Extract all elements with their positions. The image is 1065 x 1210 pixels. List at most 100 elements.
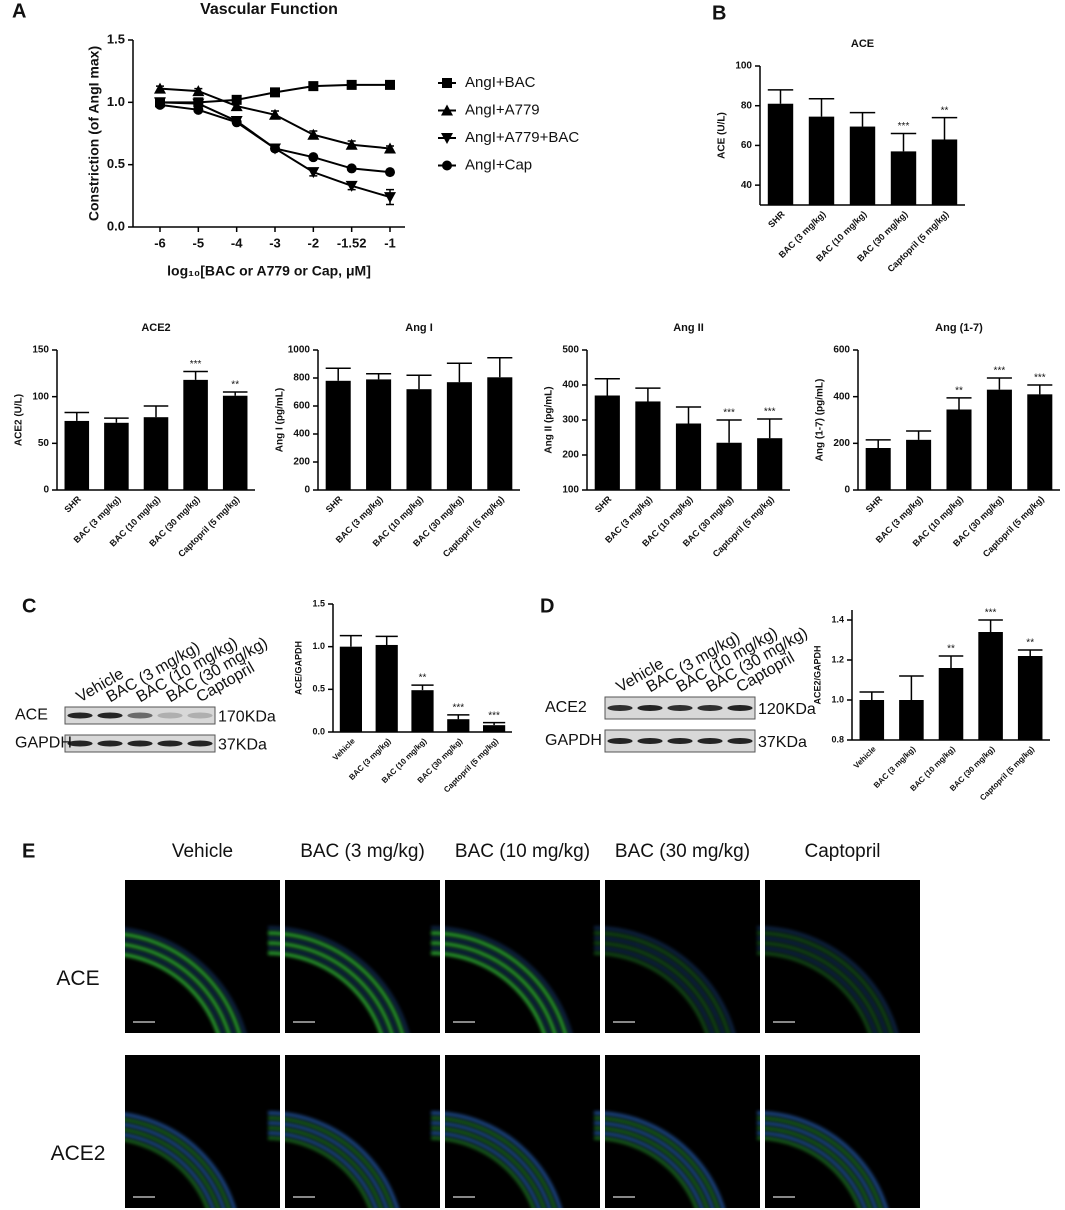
- bar: [986, 389, 1012, 490]
- error-bar: [899, 675, 924, 700]
- marker: [231, 94, 242, 105]
- bar: [104, 422, 129, 490]
- bar: [865, 448, 891, 490]
- legend-label: AngI+A779: [465, 101, 540, 118]
- bar: [325, 380, 351, 490]
- y-tick-label: 200: [562, 450, 579, 461]
- error-bar: [446, 362, 472, 383]
- micrograph: [445, 880, 600, 1033]
- significance-label: ***: [488, 710, 500, 721]
- significance-label: ***: [723, 408, 735, 419]
- marker: [155, 99, 165, 110]
- y-axis-label: ACE/GAPDH: [293, 641, 303, 695]
- blot-band: [637, 738, 663, 744]
- legend-label: AngI+A779+BAC: [465, 129, 579, 146]
- bar: [143, 417, 169, 490]
- tissue-layer: [756, 1116, 889, 1208]
- significance-label: **: [941, 105, 949, 116]
- y-axis-label: Ang I (pg/mL): [275, 388, 286, 452]
- y-axis-label: Constriction (of AngI max): [86, 46, 102, 221]
- y-tick-label: 100: [562, 485, 579, 496]
- error-bar: [411, 684, 434, 691]
- row-label: ACE2: [51, 1142, 106, 1165]
- y-tick-label: 600: [293, 401, 310, 412]
- blot-band: [727, 738, 753, 744]
- marker: [231, 117, 242, 128]
- significance-label: ***: [985, 608, 997, 619]
- tissue-layer: [125, 1111, 242, 1208]
- y-axis-label: Ang (1-7) (pg/mL): [815, 379, 826, 462]
- tissue-layer: [756, 1136, 869, 1208]
- legend-marker: [442, 78, 452, 88]
- significance-label: **: [231, 380, 239, 391]
- bar: [64, 420, 90, 490]
- error-bar: [594, 377, 620, 396]
- blot-size-label: 37KDa: [218, 737, 267, 754]
- tissue-layer: [267, 1126, 390, 1208]
- significance-label: ***: [452, 703, 464, 714]
- blot-band: [637, 705, 663, 711]
- y-tick-label: 1.0: [107, 94, 125, 109]
- x-tick-label: -5: [193, 235, 205, 250]
- tissue-layer: [125, 1121, 232, 1208]
- tissue-layer: [267, 1131, 385, 1208]
- blot-band: [97, 740, 123, 747]
- scale-bar: [453, 1196, 475, 1198]
- tissue-layer: [267, 1116, 400, 1208]
- error-bar: [635, 387, 661, 402]
- x-tick-label: Vehicle: [331, 736, 357, 762]
- bar: [906, 439, 932, 490]
- bar: [1027, 394, 1053, 490]
- blot-band: [157, 740, 183, 747]
- marker: [346, 79, 357, 90]
- legend-marker: [441, 133, 453, 144]
- significance-label: **: [1026, 638, 1034, 649]
- bar: [938, 668, 964, 740]
- marker: [384, 142, 396, 154]
- error-bar: [406, 374, 432, 390]
- bar: [767, 103, 794, 205]
- tissue-layer: [267, 1136, 380, 1208]
- bar: [411, 690, 434, 732]
- x-tick-label: SHR: [62, 494, 83, 515]
- error-bar: [716, 419, 742, 443]
- blot-row-label: GAPDH: [545, 732, 602, 749]
- error-bar: [931, 116, 958, 140]
- blot-size-label: 37KDa: [758, 734, 807, 751]
- panel-label: E: [22, 840, 35, 862]
- scale-bar: [773, 1196, 795, 1198]
- bar: [406, 389, 432, 490]
- legend-marker: [442, 160, 452, 171]
- chart-title: Ang II: [673, 322, 704, 334]
- y-tick-label: 500: [562, 345, 579, 356]
- scale-bar: [133, 1021, 155, 1023]
- blot-band: [697, 705, 723, 711]
- tissue-layer: [593, 1116, 726, 1208]
- significance-label: ***: [994, 366, 1006, 377]
- tissue-layer: [430, 1121, 558, 1208]
- marker: [384, 192, 396, 204]
- chart-title: ACE: [851, 38, 874, 50]
- bar: [483, 725, 506, 732]
- bar: [222, 395, 248, 490]
- tissue-layer: [593, 1131, 711, 1208]
- tissue-layer: [593, 1121, 721, 1208]
- blot-band: [697, 738, 723, 744]
- y-tick-label: 40: [741, 180, 753, 191]
- tissue-layer: [267, 1111, 405, 1208]
- bar: [946, 409, 972, 490]
- blot-band: [607, 705, 633, 711]
- error-bar: [859, 691, 885, 700]
- significance-label: **: [955, 385, 963, 396]
- y-tick-label: 0: [43, 485, 49, 496]
- y-tick-label: 1.4: [831, 614, 844, 624]
- error-bar: [325, 367, 351, 381]
- x-tick-label: SHR: [593, 494, 614, 515]
- y-tick-label: 0.5: [107, 156, 125, 171]
- x-tick-label: -1: [384, 235, 396, 250]
- tissue-layer: [125, 1131, 222, 1208]
- y-axis-label: ACE2 (U/L): [14, 394, 25, 446]
- blot-band: [187, 740, 213, 747]
- blot-row-label: GAPDH: [15, 735, 72, 752]
- panel-label: D: [540, 595, 554, 617]
